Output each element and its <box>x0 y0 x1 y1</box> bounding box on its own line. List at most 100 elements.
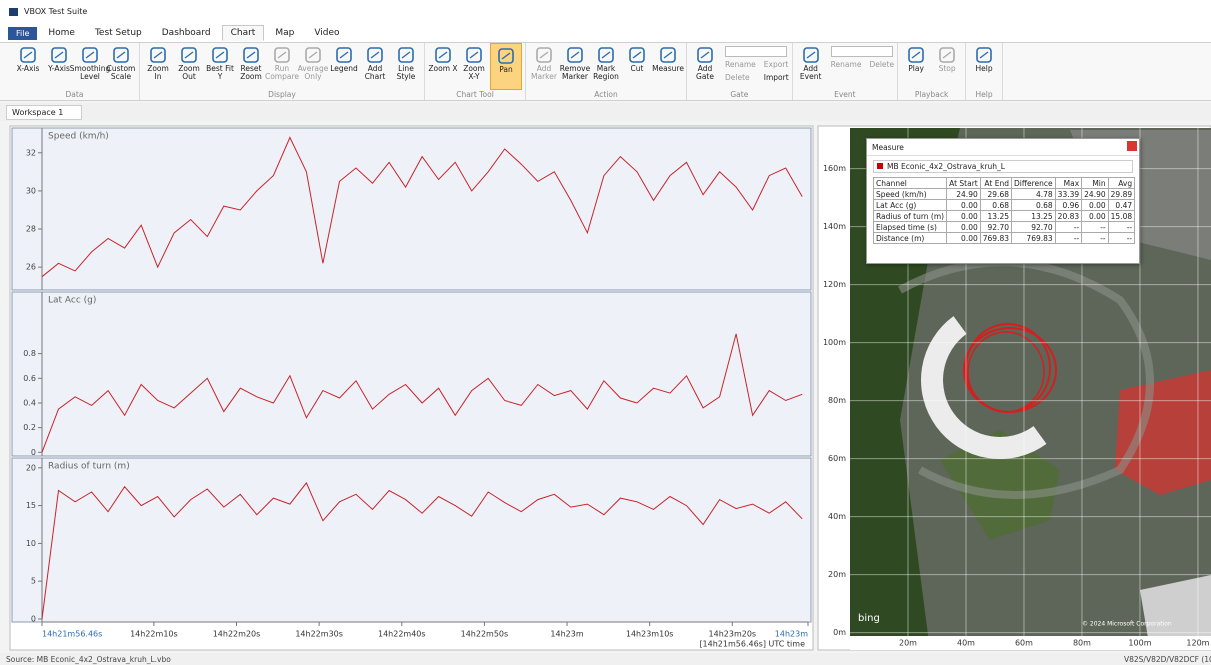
ribbon-button[interactable]: Measure <box>653 43 683 90</box>
ribbon-button[interactable]: Line Style <box>391 43 421 90</box>
dropdown[interactable] <box>725 46 787 57</box>
ribbon-button[interactable]: Custom Scale <box>106 43 136 90</box>
file-menu[interactable]: File <box>8 27 37 40</box>
button-label: Zoom X <box>428 65 457 73</box>
y-tick-label: 28 <box>26 225 36 234</box>
button-icon <box>974 45 994 65</box>
menu-tab[interactable]: Chart <box>222 25 265 41</box>
button-icon <box>658 45 678 65</box>
table-cell: 20.83 <box>1055 211 1081 222</box>
chart-panel <box>12 292 811 456</box>
ribbon-button[interactable]: Pan <box>490 43 522 90</box>
ribbon-button[interactable]: Cut <box>622 43 652 90</box>
button-icon <box>148 45 168 65</box>
button-label: Add Event <box>796 65 826 81</box>
small-button[interactable]: Import <box>764 73 789 82</box>
ribbon-button[interactable]: Add Event <box>796 43 826 90</box>
menu-tab[interactable]: Test Setup <box>86 25 151 41</box>
ribbon-buttons: Add Gate Rename Export Delete Import <box>690 43 789 90</box>
ribbon-button[interactable]: Add Marker <box>529 43 559 90</box>
measure-table: ChannelAt StartAt EndDifferenceMaxMinAvg… <box>873 177 1135 244</box>
ribbon-group: Add GateRenameExportDeleteImportGate <box>687 43 793 100</box>
map-x-label: 60m <box>1015 639 1033 648</box>
ribbon-button[interactable]: Add Gate <box>690 43 720 90</box>
ribbon-button[interactable]: Mark Region <box>591 43 621 90</box>
series-swatch <box>877 163 883 169</box>
button-label: Stop <box>939 65 956 73</box>
icon-shape <box>24 52 32 58</box>
ribbon-button[interactable]: Play <box>901 43 931 90</box>
ribbon-button[interactable]: Add Chart <box>360 43 390 90</box>
y-tick-label: 10 <box>26 539 36 548</box>
x-tick-label: 14h22m40s <box>378 630 426 639</box>
ribbon-button[interactable]: Run Compare <box>267 43 297 90</box>
ribbon-button[interactable]: X-Axis <box>13 43 43 90</box>
map-x-label: 100m <box>1128 639 1151 648</box>
column-header: At Start <box>947 178 981 189</box>
button-label: Remove Marker <box>560 65 590 81</box>
ribbon-button[interactable]: Legend <box>329 43 359 90</box>
group-label: Chart Tool <box>428 90 522 100</box>
column-header: Min <box>1082 178 1108 189</box>
small-button[interactable]: Delete <box>725 73 756 82</box>
button-label: Smoothing Level <box>70 65 111 81</box>
menu-tab[interactable]: Dashboard <box>153 25 220 41</box>
ribbon-button[interactable]: Remove Marker <box>560 43 590 90</box>
close-button[interactable] <box>1127 141 1137 151</box>
button-label: Add Chart <box>360 65 390 81</box>
icon-shape <box>701 52 709 58</box>
measure-file[interactable]: MB Econic_4x2_Ostrava_kruh_L <box>887 162 1005 171</box>
ribbon-button[interactable]: Help <box>969 43 999 90</box>
small-button[interactable]: Rename <box>831 60 862 69</box>
icon-shape <box>602 52 610 58</box>
button-icon <box>464 45 484 65</box>
menu-tab[interactable]: Map <box>266 25 303 41</box>
workspace-tab[interactable]: Workspace 1 <box>6 105 82 120</box>
table-cell: Radius of turn (m) <box>874 211 947 222</box>
icon-shape <box>117 52 125 58</box>
x-axis-label: [14h21m56.46s] UTC time <box>699 640 805 649</box>
ribbon-button[interactable]: Best Fit Y <box>205 43 235 90</box>
small-button[interactable]: Delete <box>869 60 894 69</box>
icon-shape <box>980 52 988 58</box>
status-device: V82S/V82D/V82DCF (10 Hz) <box>1124 655 1211 664</box>
group-label: Playback <box>901 90 962 100</box>
icon-shape <box>502 53 510 59</box>
table-cell: 0.00 <box>947 200 981 211</box>
y-tick-label: 0.2 <box>23 423 36 432</box>
table-cell: 0.68 <box>1012 200 1056 211</box>
button-label: Zoom Out <box>174 65 204 81</box>
ribbon-group: X-AxisY-AxisSmoothing LevelCustom ScaleD… <box>10 43 140 100</box>
ribbon-button[interactable]: Zoom X-Y <box>459 43 489 90</box>
x-tick-label: 14h23m <box>775 630 808 639</box>
ribbon-button[interactable]: Zoom Out <box>174 43 204 90</box>
ribbon-button[interactable]: Reset Zoom <box>236 43 266 90</box>
icon-shape <box>278 52 286 58</box>
ribbon-button[interactable]: Average Only <box>298 43 328 90</box>
icon-shape <box>309 52 317 58</box>
chart-panel <box>12 128 811 290</box>
table-cell: 769.83 <box>980 233 1011 244</box>
ribbon-button[interactable]: Stop <box>932 43 962 90</box>
small-button[interactable]: Rename <box>725 60 756 69</box>
dropdown[interactable] <box>831 46 893 57</box>
map-y-label: 40m <box>828 512 846 521</box>
ribbon-buttons: Play Stop <box>901 43 962 90</box>
ribbon-button[interactable]: Zoom In <box>143 43 173 90</box>
icon-shape <box>55 52 63 58</box>
menu-tab[interactable]: Home <box>39 25 84 41</box>
table-cell: 0.00 <box>1082 200 1108 211</box>
ribbon-group: Add MarkerRemove MarkerMark RegionCutMea… <box>526 43 687 100</box>
measure-window[interactable]: Measure MB Econic_4x2_Ostrava_kruh_L Cha… <box>866 138 1140 264</box>
menu-tab[interactable]: Video <box>305 25 348 41</box>
chart-title: Radius of turn (m) <box>48 462 130 472</box>
ribbon-button[interactable]: Zoom X <box>428 43 458 90</box>
table-cell: 769.83 <box>1012 233 1056 244</box>
map-provider: bing <box>858 613 880 624</box>
table-cell: 0.96 <box>1055 200 1081 211</box>
ribbon-button[interactable]: Smoothing Level <box>75 43 105 90</box>
small-button[interactable]: Export <box>764 60 789 69</box>
